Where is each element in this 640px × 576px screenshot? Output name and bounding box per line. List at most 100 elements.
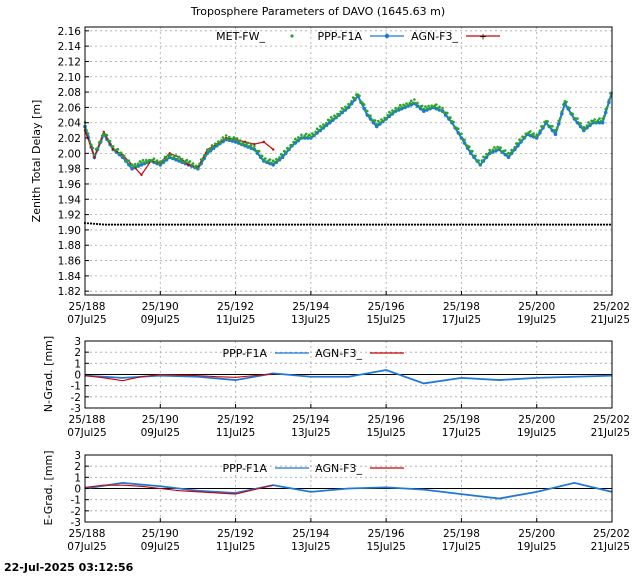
x-tick-label-doy: 25/188	[69, 301, 106, 313]
met-fw-point	[439, 108, 443, 112]
met-fw-point	[127, 159, 131, 162]
met-fw-point	[463, 138, 466, 142]
met-fw-point	[268, 158, 272, 161]
baseline-point	[293, 223, 297, 226]
baseline-point	[251, 223, 255, 226]
baseline-point	[524, 223, 528, 226]
x-tick-label-date: 21Jul25	[591, 541, 630, 553]
ppp-f1a-point	[130, 166, 134, 171]
met-fw-point	[339, 110, 343, 113]
met-fw-point	[260, 154, 264, 158]
baseline-point	[437, 223, 441, 226]
baseline-point	[353, 223, 357, 226]
met-fw-point	[413, 98, 416, 101]
x-tick-label-date: 13Jul25	[291, 427, 330, 439]
x-tick-label-doy: 25/194	[292, 414, 329, 426]
y-tick-label: 2.06	[58, 102, 82, 114]
met-fw-point	[242, 141, 245, 145]
baseline-point	[608, 223, 612, 226]
baseline-point	[533, 223, 537, 226]
met-fw-point	[99, 140, 102, 143]
met-fw-point	[576, 117, 579, 120]
baseline-point	[425, 223, 429, 226]
baseline-point	[449, 223, 453, 226]
baseline-point	[461, 223, 465, 226]
x-tick-label-date: 17Jul25	[442, 314, 481, 326]
baseline-point	[341, 223, 345, 226]
baseline-point	[599, 223, 603, 226]
x-tick-label-doy: 25/196	[368, 301, 405, 313]
y-tick-label: -3	[71, 403, 81, 415]
baseline-point	[221, 223, 225, 226]
x-tick-label-date: 07Jul25	[67, 541, 106, 553]
met-fw-point	[251, 147, 255, 150]
met-fw-point	[86, 132, 90, 135]
met-fw-point	[301, 136, 305, 139]
baseline-point	[419, 223, 423, 226]
x-tick-label-doy: 25/190	[142, 301, 179, 313]
north-y-axis-label: N-Grad. [mm]	[42, 336, 55, 412]
y-tick-label: -2	[71, 392, 81, 404]
met-fw-point	[513, 145, 517, 149]
met-fw-point	[295, 139, 299, 142]
y-tick-label: -3	[71, 517, 81, 529]
baseline-point	[233, 223, 237, 226]
baseline-point	[317, 223, 321, 226]
baseline-point	[350, 223, 354, 226]
y-tick-label: 2.16	[58, 26, 82, 38]
met-fw-point	[479, 163, 482, 166]
met-fw-point	[290, 143, 294, 147]
baseline-point	[173, 223, 177, 226]
met-fw-point	[85, 129, 88, 132]
baseline-point	[470, 223, 474, 226]
met-fw-point	[541, 125, 545, 128]
met-fw-point	[93, 153, 96, 157]
y-tick-label: 1	[74, 472, 81, 484]
met-fw-point	[489, 150, 493, 154]
met-fw-point	[232, 136, 236, 139]
baseline-point	[152, 223, 156, 226]
met-fw-point	[152, 157, 156, 160]
met-fw-point	[395, 108, 399, 112]
baseline-point	[584, 223, 588, 226]
baseline-point	[452, 223, 456, 226]
met-fw-point	[584, 127, 587, 130]
baseline-point	[395, 223, 399, 226]
met-fw-point	[596, 119, 600, 122]
agn-f3-point	[187, 163, 190, 167]
met-fw-point	[314, 130, 317, 134]
met-fw-point	[217, 140, 220, 143]
y-tick-label: 2.14	[58, 41, 82, 53]
x-tick-label-doy: 25/192	[217, 301, 254, 313]
baseline-point	[167, 223, 171, 226]
met-fw-point	[409, 99, 413, 103]
baseline-point	[104, 223, 108, 226]
baseline-point	[107, 223, 111, 226]
baseline-point	[281, 223, 285, 226]
baseline-point	[98, 223, 102, 226]
baseline-point	[563, 223, 567, 226]
baseline-point	[422, 223, 426, 226]
footer-timestamp: 22-Jul-2025 03:12:56	[4, 561, 134, 574]
baseline-point	[365, 223, 369, 226]
met-fw-point	[397, 106, 401, 109]
met-fw-point	[446, 111, 449, 115]
met-fw-point	[480, 159, 484, 162]
baseline-point	[581, 223, 585, 226]
ppp-f1a-gradient-line	[84, 369, 613, 385]
met-fw-point	[420, 104, 424, 108]
baseline-point	[512, 223, 516, 226]
baseline-point	[593, 223, 597, 226]
ppp-f1a-gradient-line	[84, 481, 613, 500]
x-tick-label-doy: 25/202	[593, 414, 630, 426]
north-legend-label-ppp: PPP-F1A	[223, 347, 268, 360]
baseline-point	[272, 223, 276, 226]
baseline-point	[389, 223, 393, 226]
baseline-point	[194, 223, 198, 226]
x-tick-label-date: 19Jul25	[517, 427, 556, 439]
met-fw-point	[538, 129, 542, 132]
met-fw-point	[223, 137, 226, 141]
met-fw-point	[565, 100, 568, 104]
baseline-point	[113, 223, 117, 226]
